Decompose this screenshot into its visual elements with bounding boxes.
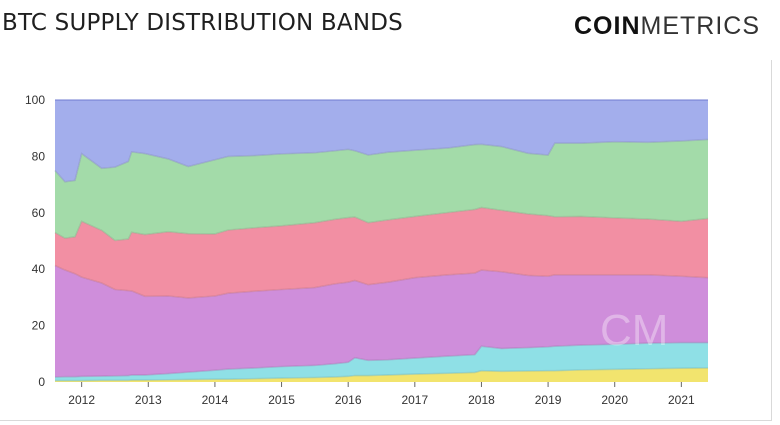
band-boundary-2	[54, 341, 708, 378]
supply-bands-chart: CM 0 20 40 60 80 100 2012 2013 2014 2015 2016 2017…	[25, 93, 709, 407]
band-boundary-5	[54, 138, 709, 183]
x-tick-label: 2016	[335, 393, 362, 407]
y-tick-label: 0	[38, 375, 45, 389]
band-area-3	[55, 265, 708, 377]
y-tick-label: 60	[32, 206, 46, 220]
x-tick-label: 2017	[401, 393, 428, 407]
y-tick-label: 80	[32, 149, 46, 163]
x-tick-label: 2018	[468, 393, 495, 407]
x-tick-label: 2019	[535, 393, 562, 407]
y-tick-label: 100	[25, 93, 45, 107]
band-boundary-4	[54, 206, 709, 242]
y-tick-label: 20	[32, 319, 46, 333]
x-tick-label: 2012	[68, 393, 95, 407]
logo-light-text: METRICS	[640, 12, 760, 40]
band-area-2	[55, 342, 708, 381]
x-tick-label: 2015	[268, 393, 295, 407]
chart-frame: CM 0 20 40 60 80 100 2012 2013 2014 2015 2016 2017…	[0, 60, 772, 421]
chart-title: BTC SUPPLY DISTRIBUTION BANDS	[2, 10, 403, 36]
coinmetrics-logo: COINMETRICS	[574, 12, 760, 41]
x-tick-label: 2013	[135, 393, 162, 407]
x-tick-label: 2020	[601, 393, 628, 407]
logo-bold-text: COIN	[574, 12, 641, 40]
band-area-6	[55, 100, 708, 182]
y-axis: 0 20 40 60 80 100	[25, 93, 45, 389]
band-boundary-3	[54, 264, 709, 299]
x-tick-label: 2021	[668, 393, 695, 407]
band-boundary-1	[55, 367, 709, 382]
cm-watermark: CM	[600, 306, 668, 355]
x-axis: 2012 2013 2014 2015 2016 2017 2018 2019 2020 2021	[68, 382, 695, 407]
boundary-lines	[54, 99, 709, 382]
x-tick-label: 2014	[202, 393, 229, 407]
y-tick-label: 40	[32, 262, 46, 276]
